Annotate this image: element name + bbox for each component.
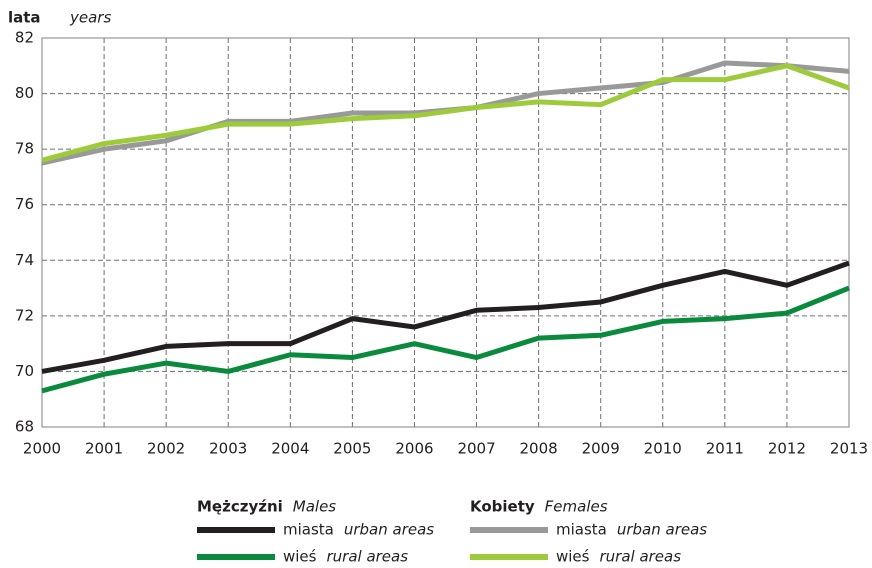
legend-group-title: Kobiety <box>470 498 535 516</box>
legend-label: miasta <box>556 521 607 539</box>
legend-label-en: rural areas <box>599 548 681 566</box>
legend-label: miasta <box>283 521 334 539</box>
y-axis-label: lata <box>8 9 41 27</box>
x-tick-label: 2010 <box>644 440 682 458</box>
y-tick-label: 68 <box>15 418 34 436</box>
y-tick-label: 82 <box>15 29 34 47</box>
series-line <box>41 63 850 163</box>
x-tick-label: 2001 <box>85 440 123 458</box>
y-axis-label-en: years <box>69 9 111 27</box>
series-line <box>41 285 850 394</box>
y-tick-label: 78 <box>15 140 34 158</box>
legend-label-en: rural areas <box>326 548 408 566</box>
x-tick-label: 2003 <box>209 440 247 458</box>
x-tick-label: 2011 <box>706 440 744 458</box>
x-tick-label: 2012 <box>768 440 806 458</box>
legend-label: wieś <box>556 548 590 566</box>
x-tick-label: 2007 <box>457 440 495 458</box>
legend-label-en: urban areas <box>617 521 707 539</box>
x-tick-label: 2009 <box>582 440 620 458</box>
legend-group-title-en: Females <box>545 498 608 516</box>
series-line <box>41 260 850 374</box>
x-tick-label: 2002 <box>147 440 185 458</box>
x-tick-label: 2000 <box>23 440 61 458</box>
plot-border <box>41 37 850 428</box>
x-tick-label: 2004 <box>271 440 309 458</box>
x-tick-label: 2005 <box>333 440 371 458</box>
y-tick-label: 80 <box>15 84 34 102</box>
legend-group-title: Mężczyźni <box>197 498 283 516</box>
x-tick-label: 2006 <box>395 440 433 458</box>
legend-label-en: urban areas <box>344 521 434 539</box>
x-tick-label: 2008 <box>520 440 558 458</box>
legend-group-title-en: Males <box>293 498 337 516</box>
y-tick-label: 72 <box>15 306 34 324</box>
legend-label: wieś <box>283 548 317 566</box>
y-tick-label: 74 <box>15 251 34 269</box>
y-tick-label: 70 <box>15 362 34 380</box>
y-tick-label: 76 <box>15 195 34 213</box>
x-tick-label: 2013 <box>830 440 868 458</box>
